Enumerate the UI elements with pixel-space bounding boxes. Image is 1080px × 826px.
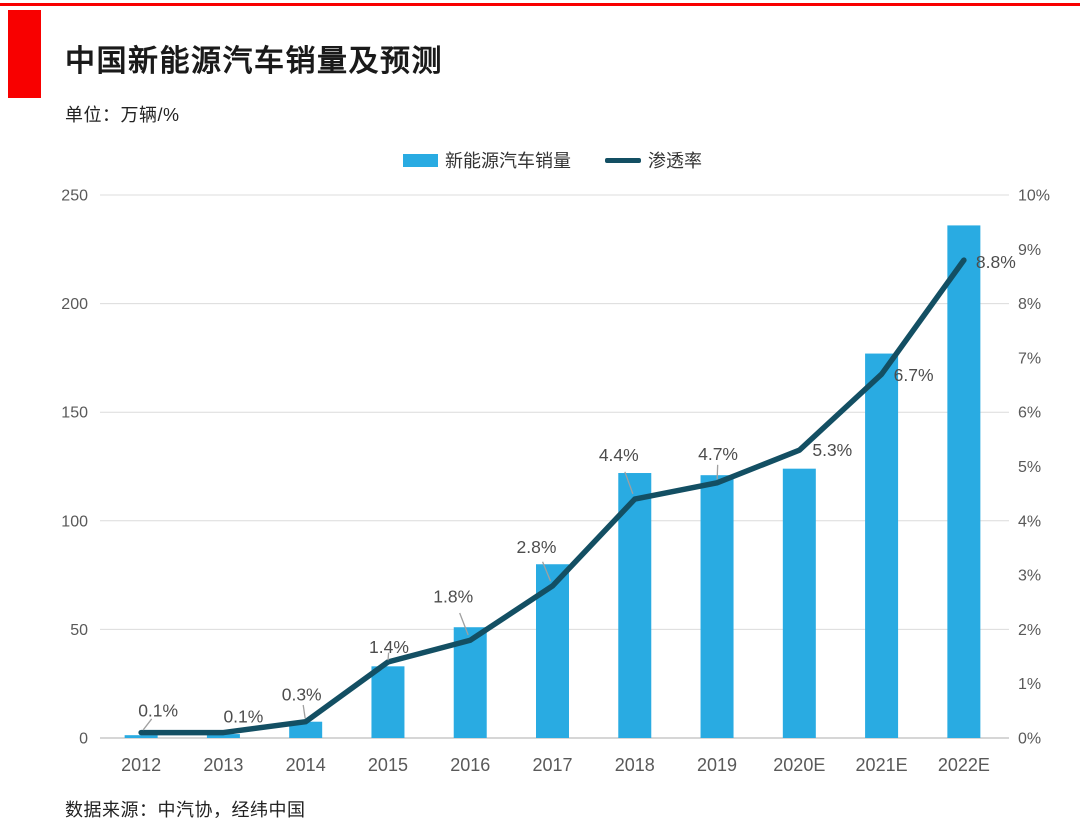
leader-line-2015	[387, 652, 390, 661]
legend-label-penetration: 渗透率	[648, 151, 702, 171]
leader-line-2016	[459, 612, 469, 636]
source-note: 数据来源：中汽协，经纬中国	[65, 800, 306, 820]
point-label-2022E: 8.8%	[976, 252, 1016, 272]
point-label-2016: 1.8%	[433, 586, 473, 606]
left-axis-tick-250: 250	[61, 188, 88, 205]
right-axis-tick-10%: 10%	[1018, 188, 1050, 205]
legend-item-penetration: 渗透率	[605, 147, 702, 173]
legend-label-sales: 新能源汽车销量	[445, 151, 571, 171]
right-axis-tick-8%: 8%	[1018, 296, 1041, 313]
left-axis-tick-100: 100	[61, 513, 88, 530]
left-axis-tick-150: 150	[61, 405, 88, 422]
x-axis-label-2015: 2015	[368, 755, 408, 775]
top-red-rule	[0, 3, 1080, 6]
x-axis-label-2014: 2014	[286, 755, 326, 775]
right-axis-tick-4%: 4%	[1018, 513, 1041, 530]
bar-2013	[206, 734, 240, 738]
x-axis-label-2017: 2017	[532, 755, 572, 775]
point-label-2019: 4.7%	[698, 444, 738, 464]
bar-2022E	[947, 225, 981, 738]
bar-2019	[700, 475, 734, 738]
leader-line-2012	[142, 718, 153, 731]
x-axis-label-2013: 2013	[203, 755, 243, 775]
point-label-2012: 0.1%	[138, 701, 178, 721]
bar-2012	[124, 735, 158, 738]
right-axis-tick-1%: 1%	[1018, 676, 1041, 693]
right-axis-tick-5%: 5%	[1018, 459, 1041, 476]
right-axis-tick-9%: 9%	[1018, 242, 1041, 259]
leader-line-2014	[302, 704, 306, 719]
point-label-2020E: 5.3%	[812, 440, 852, 460]
chart-title: 中国新能源汽车销量及预测	[65, 45, 443, 78]
bar-2014	[289, 721, 323, 738]
right-axis-tick-3%: 3%	[1018, 568, 1041, 585]
x-axis-label-2021E: 2021E	[856, 755, 908, 775]
left-axis-tick-200: 200	[61, 296, 88, 313]
penetration-line	[138, 257, 967, 736]
point-label-2018: 4.4%	[599, 445, 639, 465]
x-axis-label-2019: 2019	[697, 755, 737, 775]
point-label-2014: 0.3%	[282, 685, 322, 705]
unit-label: 单位：万辆/%	[65, 105, 180, 125]
right-axis-tick-0%: 0%	[1018, 731, 1041, 748]
point-label-2015: 1.4%	[369, 637, 409, 657]
bar-2021E	[865, 353, 899, 738]
leader-line-2017	[541, 561, 552, 582]
legend: 新能源汽车销量 渗透率	[100, 147, 1005, 173]
red-accent-block	[8, 10, 41, 98]
x-axis-label-2022E: 2022E	[938, 755, 990, 775]
right-axis-tick-2%: 2%	[1018, 622, 1041, 639]
line-swatch-icon	[605, 157, 641, 163]
leader-line-2019	[716, 464, 719, 480]
right-axis-tick-6%: 6%	[1018, 405, 1041, 422]
leader-line-2018	[624, 471, 634, 495]
legend-item-sales: 新能源汽车销量	[403, 147, 571, 173]
x-axis-label-2016: 2016	[450, 755, 490, 775]
bar-2018	[618, 473, 652, 738]
bar-2020E	[782, 468, 816, 738]
left-axis-tick-0: 0	[79, 731, 88, 748]
point-label-2013: 0.1%	[223, 707, 263, 727]
x-axis-label-2018: 2018	[615, 755, 655, 775]
right-axis-tick-7%: 7%	[1018, 350, 1041, 367]
bar-2015	[371, 666, 405, 738]
left-axis-tick-50: 50	[70, 622, 88, 639]
point-label-2021E: 6.7%	[894, 365, 934, 385]
bar-swatch-icon	[403, 153, 438, 167]
x-axis-label-2012: 2012	[121, 755, 161, 775]
point-label-2017: 2.8%	[517, 537, 557, 557]
x-axis-label-2020E: 2020E	[773, 755, 825, 775]
